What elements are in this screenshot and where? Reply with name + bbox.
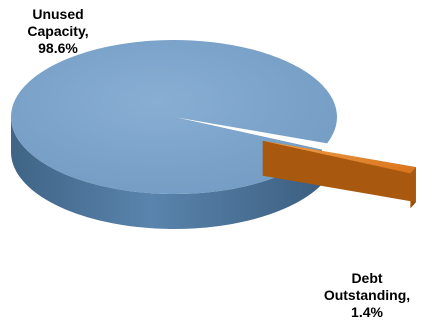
slice-debt-outstanding-cut xyxy=(262,140,416,203)
slice-unused-capacity xyxy=(10,40,337,195)
data-label-line: Capacity, xyxy=(27,23,89,39)
data-label-line: Outstanding, xyxy=(323,287,411,303)
data-label-unused-capacity: Unused Capacity, 98.6% xyxy=(6,6,110,57)
data-label-debt-outstanding: Debt Outstanding, 1.4% xyxy=(312,270,422,321)
data-label-line: Unused xyxy=(32,6,84,22)
data-label-value: 98.6% xyxy=(38,40,78,56)
data-label-line: Debt xyxy=(351,270,383,286)
slice-debt-outstanding xyxy=(262,140,416,174)
slice-unused-capacity-side xyxy=(11,117,322,229)
data-label-value: 1.4% xyxy=(351,304,383,320)
